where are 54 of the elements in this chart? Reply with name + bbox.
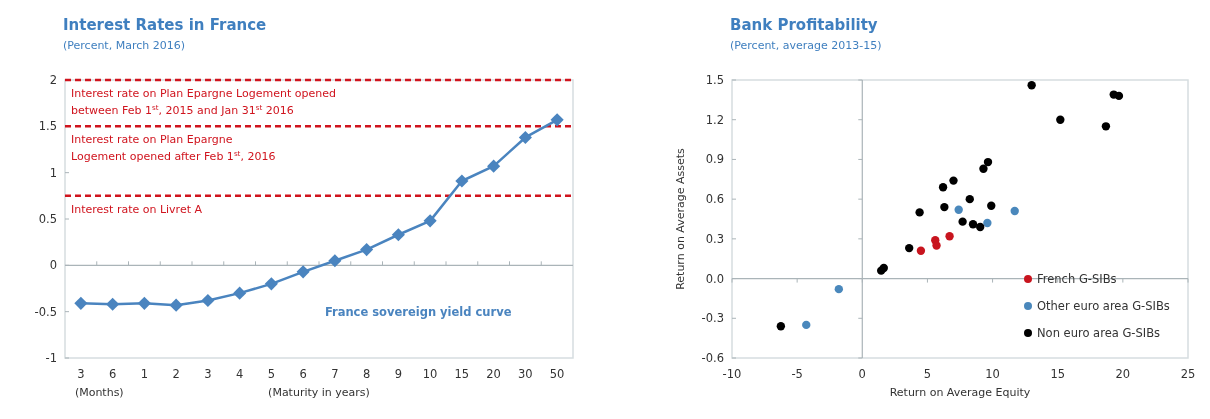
x-tick-label: 25: [1180, 367, 1196, 381]
y-tick-label: 1: [49, 165, 57, 180]
y-tick-label: 0.3: [705, 231, 724, 246]
x-tick-label: 20: [486, 367, 501, 381]
y-tick-label: 1.5: [38, 119, 57, 134]
x-tick-label: 20: [1115, 367, 1131, 381]
legend-label: Other euro area G-SIBs: [1037, 299, 1170, 314]
x-tick-label: 6: [108, 367, 117, 381]
x-tick-label: 4: [235, 367, 244, 381]
y-tick-label: 1.5: [705, 73, 724, 88]
x-tick-label: 3: [204, 367, 212, 381]
x-tick-label: 2: [172, 367, 180, 381]
y-tick-label: -1: [45, 351, 57, 366]
y-axis-title: Return on Average Assets: [674, 147, 687, 290]
x-axis-title: Return on Average Equity: [889, 386, 1031, 399]
x-tick-label: 10: [985, 367, 1000, 381]
x-tick-label: -5: [791, 367, 803, 381]
y-tick-label: 0.0: [705, 271, 724, 286]
y-tick-label: 0: [49, 258, 57, 273]
chart-subtitle: (Percent, March 2016): [63, 39, 185, 52]
x-tick-label: 0: [858, 367, 866, 381]
y-tick-label: -0.6: [701, 351, 724, 366]
x-tick-label: 9: [394, 367, 403, 381]
y-tick-label: -0.5: [34, 304, 57, 319]
y-tick-label: 0.5: [38, 212, 57, 227]
legend-label: French G-SIBs: [1037, 272, 1117, 287]
x-tick-label: 50: [549, 367, 565, 381]
y-tick-label: 2: [49, 73, 57, 88]
x-tick-label: 1: [140, 367, 149, 381]
ref-line-label: Interest rate on Livret A: [71, 202, 203, 216]
x-tick-label: -10: [722, 367, 742, 381]
y-tick-label: 1.2: [705, 112, 724, 127]
legend-label: Non euro area G-SIBs: [1037, 326, 1161, 341]
x-tick-label: 5: [923, 367, 932, 381]
x-tick-label: 3: [77, 367, 85, 381]
y-tick-label: 0.9: [705, 152, 724, 167]
y-tick-label: 0.6: [705, 192, 724, 207]
chart-subtitle: (Percent, average 2013-15): [730, 39, 882, 52]
x-tick-label: 30: [518, 367, 533, 381]
ref-line-label: Interest rate on Plan Epargne Logement opened between Feb 1$^{st}$, 2015 and Jan 31$^{st}$ 2016: [71, 87, 336, 118]
x-tick-label: 15: [454, 367, 470, 381]
y-tick-label: -0.3: [701, 311, 724, 326]
chart-title: Interest Rates in France: [63, 16, 267, 34]
x-tick-label: 8: [362, 367, 371, 381]
x-tick-label: 7: [331, 367, 339, 381]
chart-title: Bank Profitability: [730, 16, 878, 34]
text: (Months): [74, 386, 124, 399]
x-tick-label: 6: [299, 367, 307, 381]
x-axis-title: (Maturity in years): [268, 386, 370, 399]
text: France sovereign yield curve: [324, 304, 512, 319]
ref-line-label: Interest rate on Plan Epargne Logement opened after Feb 1$^{st}$, 2016: [71, 133, 276, 164]
x-tick-label: 5: [267, 367, 276, 381]
x-tick-label: 15: [1050, 367, 1066, 381]
x-tick-label: 10: [422, 367, 438, 381]
